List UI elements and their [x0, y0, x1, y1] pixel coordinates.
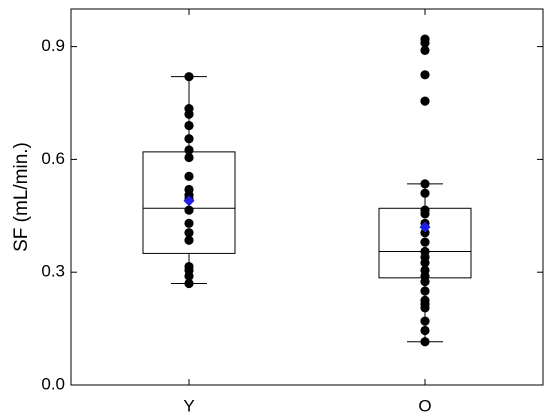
x-tick-label: O [418, 396, 431, 415]
box-group-y [142, 72, 236, 289]
data-point [420, 286, 430, 296]
data-point [420, 70, 430, 80]
data-point [420, 179, 430, 189]
data-point [420, 337, 430, 347]
data-point [184, 218, 194, 228]
y-axis-ticks: 0.0 0.3 0.6 0.9 [41, 36, 543, 393]
data-point [184, 72, 194, 82]
data-point [420, 237, 430, 247]
data-point [420, 303, 430, 313]
data-point [184, 134, 194, 144]
data-point [420, 188, 430, 198]
data-point [184, 271, 194, 281]
x-tick-label: Y [183, 396, 194, 415]
data-point [420, 316, 430, 326]
data-point [420, 96, 430, 106]
data-point [420, 38, 430, 48]
box-groups [142, 34, 472, 347]
data-point [184, 120, 194, 131]
data-point [184, 109, 194, 119]
box-group-o [378, 34, 472, 347]
data-point [420, 228, 430, 238]
data-point [420, 277, 430, 287]
data-point [420, 45, 430, 55]
data-point [420, 325, 430, 336]
y-axis-title: SF (mL/min.) [11, 142, 32, 252]
data-point [184, 171, 194, 181]
data-point [184, 235, 194, 245]
data-point [184, 205, 194, 215]
plot-frame [70, 8, 544, 386]
y-tick-label: 0.3 [41, 262, 65, 281]
y-tick-label: 0.9 [41, 36, 65, 55]
y-tick-label: 0.6 [41, 149, 65, 168]
mean-marker [183, 195, 195, 207]
data-point [184, 228, 194, 238]
data-point [420, 258, 430, 268]
data-point [184, 278, 194, 289]
data-point [420, 209, 430, 219]
mean-marker [419, 221, 431, 233]
y-tick-label: 0.0 [41, 374, 65, 393]
data-point [184, 152, 194, 163]
data-point [184, 145, 194, 155]
